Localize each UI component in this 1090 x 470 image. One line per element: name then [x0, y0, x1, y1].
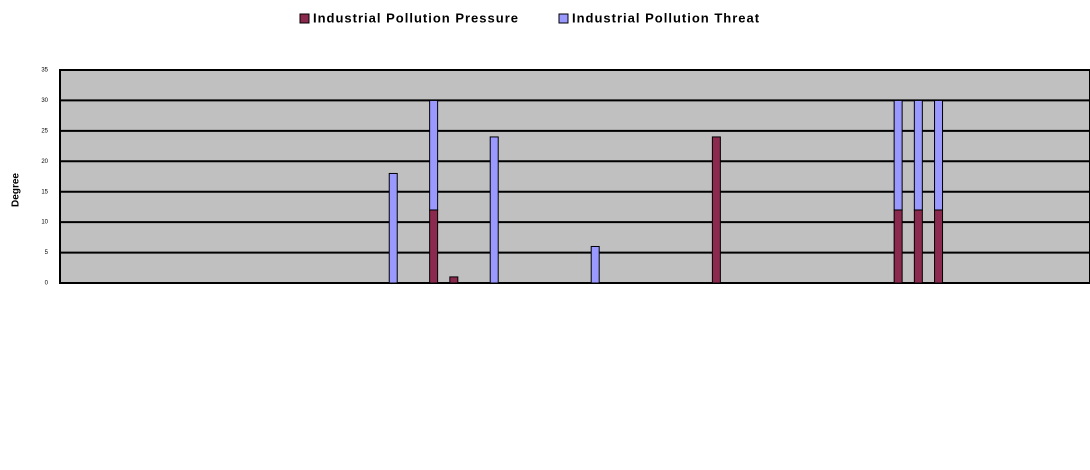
bar-segment — [893, 209, 903, 284]
bar-segment — [913, 209, 923, 284]
y-axis-label: Degree — [11, 173, 22, 207]
bar-segment — [489, 136, 499, 284]
y-tick-label: 35 — [41, 68, 48, 74]
bar-segment — [590, 245, 600, 284]
bar-segment — [913, 99, 923, 211]
bar-segment — [429, 99, 439, 211]
legend-swatch — [558, 13, 569, 24]
y-tick-label: 5 — [45, 250, 49, 256]
y-tick-label: 20 — [41, 159, 48, 165]
legend-swatch — [299, 13, 310, 24]
legend: Industrial Pollution Pressure Industrial … — [299, 10, 760, 25]
bar-segment — [711, 136, 721, 284]
bar-segment — [449, 276, 459, 284]
y-tick-label: 10 — [41, 220, 48, 226]
bar-segment — [893, 99, 903, 211]
y-tick-label: 25 — [41, 128, 48, 134]
bar-segment — [934, 209, 944, 284]
bar-segment — [934, 99, 944, 211]
bar-segment — [388, 172, 398, 284]
legend-label: Industrial Pollution Threat — [572, 10, 760, 25]
legend-label: Industrial Pollution Pressure — [313, 10, 519, 25]
y-tick-label: 15 — [41, 189, 48, 195]
y-tick-label: 0 — [45, 281, 49, 287]
y-tick-label: 30 — [41, 98, 48, 104]
bar-segment — [429, 209, 439, 284]
